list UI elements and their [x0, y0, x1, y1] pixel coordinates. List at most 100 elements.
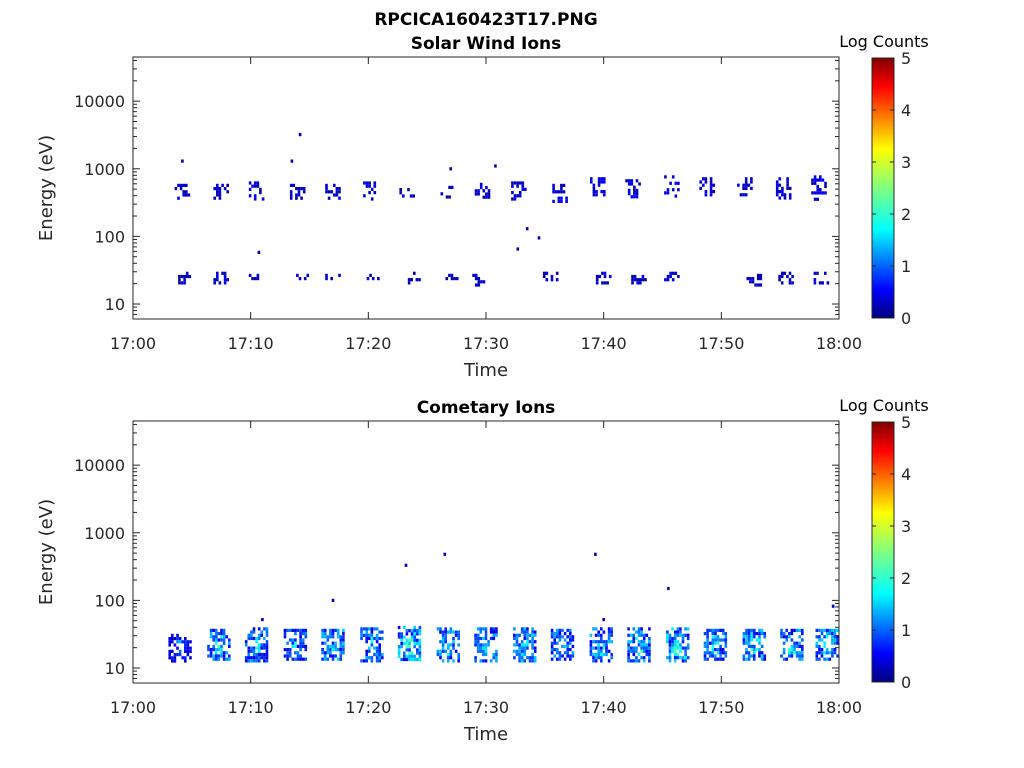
cometary-cell — [342, 644, 345, 648]
cometary-cell — [375, 656, 379, 660]
solar-wind-cell — [759, 277, 763, 281]
cometary-cell — [381, 630, 384, 634]
cometary-cell — [405, 654, 409, 658]
cometary-cell — [489, 659, 493, 663]
cometary-cell — [220, 632, 223, 636]
cometary-cell — [563, 638, 567, 642]
cometary-cell — [681, 656, 685, 660]
solar-wind-burst — [248, 181, 265, 201]
cometary-burst — [780, 628, 804, 661]
solar-wind-cell — [744, 177, 748, 181]
cometary-cell — [815, 644, 819, 648]
cometary-cell — [439, 656, 442, 660]
cometary-cell — [225, 635, 228, 639]
cometary-cell — [637, 627, 641, 631]
cometary-cell — [381, 636, 384, 641]
cometary-cell — [178, 649, 182, 653]
solar-wind-cell — [365, 184, 369, 188]
cometary-cell — [439, 627, 442, 631]
cometary-cell — [416, 638, 419, 642]
cometary-cell — [413, 632, 416, 636]
cometary-cell — [526, 633, 529, 637]
solar-wind-cell — [744, 183, 748, 187]
solar-wind-cell — [631, 281, 634, 285]
solar-wind-x-tick-label: 17:40 — [581, 334, 627, 353]
cometary-cell — [640, 633, 643, 637]
cometary-burst — [207, 628, 231, 661]
solar-wind-cell — [699, 186, 702, 190]
solar-wind-cell — [592, 193, 596, 197]
solar-wind-cell — [373, 184, 377, 188]
cometary-cell — [397, 648, 401, 652]
cometary-cell — [553, 654, 556, 658]
cometary-cell — [413, 638, 416, 642]
cometary-cell — [362, 633, 366, 637]
solar-wind-cell — [482, 195, 486, 199]
cometary-cell — [833, 651, 837, 655]
cometary-cell — [225, 651, 228, 655]
cometary-cell — [257, 627, 261, 631]
cometary-cell — [257, 652, 261, 657]
solar-wind-cell — [674, 181, 678, 185]
solar-wind-cell — [448, 195, 451, 199]
solar-wind-cell — [521, 181, 525, 185]
cometary-cell — [629, 649, 633, 653]
cometary-cell — [418, 629, 422, 633]
cometary-cell — [260, 633, 264, 637]
cometary-cell — [673, 630, 677, 634]
cometary-cell — [228, 638, 231, 642]
solar-wind-cell — [185, 271, 189, 275]
solar-wind-cell — [775, 193, 779, 197]
cometary-cell — [321, 641, 324, 645]
solar-wind-cell — [595, 281, 599, 285]
solar-wind-cell — [213, 196, 216, 200]
solar-wind-cell — [597, 177, 601, 181]
solar-wind-cell — [521, 187, 525, 191]
cometary-cell — [533, 640, 537, 644]
cometary-cell — [479, 646, 483, 650]
cometary-cell — [217, 648, 221, 652]
cometary-heatmap-cells — [168, 552, 839, 663]
solar-wind-cell — [633, 278, 637, 282]
solar-wind-cell — [709, 193, 713, 197]
cometary-cell — [719, 628, 722, 632]
cometary-cell — [513, 656, 516, 660]
cometary-cell — [706, 657, 709, 661]
solar-wind-cell — [524, 187, 527, 191]
cometary-cell — [556, 628, 559, 632]
solar-wind-burst — [472, 273, 486, 287]
cometary-cell — [449, 643, 453, 647]
solar-wind-cell — [560, 199, 563, 203]
cometary-cell — [825, 628, 829, 632]
cometary-cell — [520, 656, 524, 660]
cometary-cell — [291, 628, 295, 632]
cometary-cell — [301, 638, 305, 642]
cometary-cell — [418, 648, 422, 652]
cometary-cell — [679, 646, 682, 650]
solar-wind-cell — [712, 190, 715, 194]
solar-wind-cell — [289, 190, 293, 194]
cometary-cell — [825, 632, 829, 636]
cometary-cell — [288, 628, 292, 632]
cometary-cell — [528, 640, 532, 644]
cometary-cell — [457, 633, 460, 637]
solar-wind-cell — [188, 274, 192, 279]
cometary-cell — [533, 659, 537, 663]
cometary-cell — [260, 643, 264, 647]
solar-wind-cell — [664, 175, 667, 179]
solar-wind-y-tick-label: 10000 — [74, 92, 125, 111]
cometary-cell — [228, 641, 231, 645]
cometary-cell — [594, 646, 598, 650]
cometary-cell — [339, 651, 343, 655]
cometary-cell — [721, 657, 725, 661]
cometary-cell — [597, 640, 600, 644]
cometary-cell — [288, 654, 292, 658]
solar-wind-cell — [783, 196, 787, 200]
cometary-cell — [795, 654, 799, 658]
cometary-cell — [342, 635, 345, 639]
solar-wind-heatmap-cells — [174, 133, 830, 287]
solar-wind-burst — [811, 175, 827, 201]
cometary-cell — [607, 659, 611, 663]
cometary-cell — [745, 628, 748, 632]
solar-wind-cell — [292, 183, 296, 187]
